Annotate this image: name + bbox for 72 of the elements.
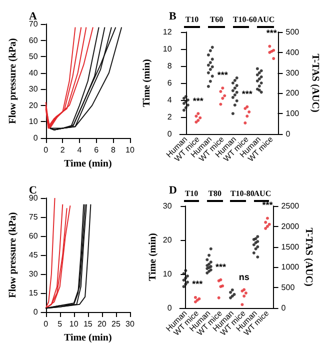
y-tick-label: 10 bbox=[162, 270, 172, 278]
y-tick-label: 2 bbox=[167, 112, 172, 122]
y2-tick-label: 1500 bbox=[281, 242, 300, 252]
x-tick-label: 8 bbox=[110, 146, 116, 154]
annotation: *** bbox=[262, 200, 273, 210]
y-axis-title: Time (min) bbox=[147, 233, 158, 281]
annotation: *** bbox=[217, 70, 228, 80]
y2-axis-title: T-TAS (AUC) bbox=[310, 54, 320, 112]
y-tick-label: 20 bbox=[28, 100, 38, 110]
x-axis-title: Time (min) bbox=[64, 332, 112, 344]
annotation: *** bbox=[266, 28, 277, 38]
y-tick-label: 60 bbox=[28, 36, 38, 45]
annotation: *** bbox=[192, 279, 203, 290]
y2-tick-label: 200 bbox=[286, 88, 300, 98]
text: T10-80 bbox=[230, 189, 254, 200]
y-tick-label: 30 bbox=[28, 84, 38, 94]
chart-title: B bbox=[169, 10, 177, 22]
y-axis-title: Flow pressure (kPa) bbox=[8, 38, 18, 124]
text: T10 bbox=[184, 189, 200, 202]
y2-tick-label: 400 bbox=[286, 48, 300, 57]
x-tick-label: 20 bbox=[97, 320, 107, 328]
text: AUC bbox=[257, 15, 275, 28]
y-tick-label: 60 bbox=[28, 232, 38, 240]
y-tick-label: 8 bbox=[167, 62, 172, 70]
y2-tick-label: 2000 bbox=[281, 222, 300, 231]
annotation: *** bbox=[215, 262, 226, 272]
chart-title: C bbox=[29, 184, 37, 196]
y2-tick-label: 500 bbox=[286, 28, 300, 36]
y-tick-label: 10 bbox=[28, 117, 38, 126]
x-tick-label: 6 bbox=[94, 146, 100, 154]
x-tick-label: 15 bbox=[83, 320, 93, 328]
y-tick-label: 75 bbox=[28, 212, 38, 222]
chart-title: D bbox=[169, 184, 177, 196]
y-tick-label: 20 bbox=[162, 236, 172, 244]
y-tick-label: 30 bbox=[162, 202, 172, 210]
annotation: *** bbox=[192, 96, 204, 106]
text: T10-60 bbox=[232, 15, 257, 26]
y-axis-title: Flow pressure (kPa) bbox=[8, 212, 18, 298]
x-tick-label: 10 bbox=[69, 320, 79, 328]
y2-tick-label: 500 bbox=[281, 283, 296, 292]
y-tick-label: 4 bbox=[167, 96, 172, 104]
annotation: ns bbox=[238, 272, 250, 282]
y-tick-label: 90 bbox=[28, 194, 38, 202]
y2-tick-label: 1000 bbox=[281, 262, 300, 272]
y2-tick-label: 100 bbox=[286, 109, 300, 118]
y-tick-label: 12 bbox=[162, 28, 172, 36]
x-tick-label: 4 bbox=[77, 146, 82, 154]
text: T60 bbox=[208, 15, 225, 28]
y2-tick-label: 300 bbox=[286, 68, 300, 78]
text: T80 bbox=[207, 189, 223, 202]
x-tick-label: 30 bbox=[126, 320, 135, 328]
y-tick-label: 50 bbox=[28, 52, 38, 62]
x-axis-title: Time (min) bbox=[64, 158, 112, 170]
x-tick-label: 0 bbox=[44, 320, 49, 328]
text: AUC bbox=[254, 189, 272, 202]
y2-axis-title: T-TAS (AUC) bbox=[302, 228, 314, 286]
y2-tick-label: 2500 bbox=[281, 202, 300, 210]
x-tick-label: 5 bbox=[58, 320, 63, 328]
text: T10 bbox=[184, 15, 200, 28]
y-tick-label: 6 bbox=[167, 78, 172, 88]
y-tick-label: 40 bbox=[28, 68, 38, 78]
x-tick-label: 10 bbox=[126, 146, 135, 154]
x-tick-label: 25 bbox=[112, 320, 121, 328]
y-tick-label: 15 bbox=[28, 288, 38, 298]
y-tick-label: 10 bbox=[162, 44, 172, 54]
x-tick-label: 2 bbox=[60, 146, 66, 154]
y-tick-label: 70 bbox=[28, 20, 38, 28]
y-tick-label: 30 bbox=[28, 270, 38, 278]
y-tick-label: 45 bbox=[28, 250, 38, 260]
annotation: *** bbox=[242, 88, 252, 99]
x-tick-label: 0 bbox=[44, 146, 49, 154]
y-axis-title: Time (min) bbox=[142, 59, 152, 107]
